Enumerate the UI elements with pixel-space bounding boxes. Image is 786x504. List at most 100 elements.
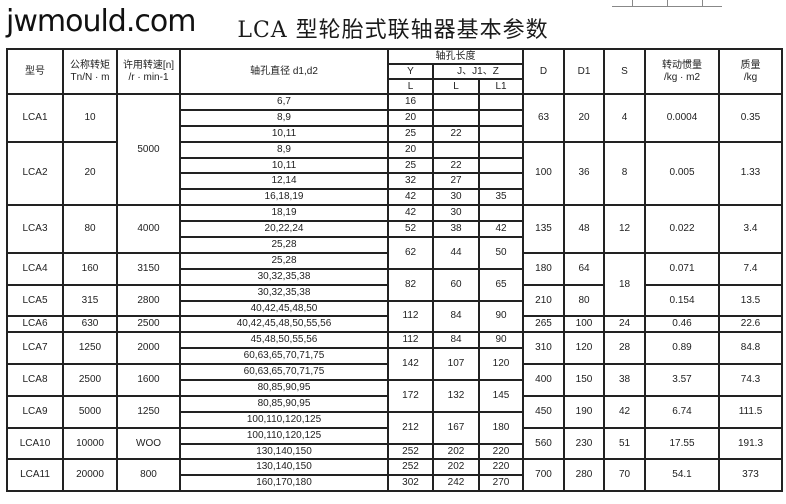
d-cell: 265 xyxy=(522,315,565,334)
length-j-cell xyxy=(432,93,480,111)
model-cell: LCA2 xyxy=(6,140,64,207)
length-y-cell: 112 xyxy=(387,331,434,350)
table-row: 20,22,24 52 38 42 xyxy=(7,220,782,239)
table-row: LCA5 315 2800 30,32,35,38 210 80 0.154 13.5 xyxy=(6,283,783,318)
torque-cell: 1250 xyxy=(62,331,118,366)
length-j1-cell xyxy=(478,204,524,223)
bore-cell: 25,28 xyxy=(179,236,389,254)
length-y-cell: 42 xyxy=(387,204,434,223)
s-cell: 12 xyxy=(603,204,646,254)
bore-cell: 40,42,45,48,50 xyxy=(179,299,389,318)
bore-cell: 130,140,150 xyxy=(179,442,389,461)
inertia-cell: 6.74 xyxy=(644,394,720,429)
length-y-cell: 212 xyxy=(387,410,434,445)
bore-cell: 60,63,65,70,71,75 xyxy=(179,347,389,366)
model-cell: LCA7 xyxy=(6,331,64,366)
d-cell: 450 xyxy=(522,394,565,429)
coupling-parameters-table: 型号 公称转矩 Tn/N · m 许用转速[n]/r · min-1 轴孔直径 d… xyxy=(6,48,783,493)
diagram-fragment xyxy=(612,0,722,7)
length-j-cell: 107 xyxy=(432,347,480,382)
length-y-cell: 20 xyxy=(387,108,434,127)
s-cell: 28 xyxy=(603,331,646,366)
torque-cell: 10 xyxy=(62,93,118,143)
length-y-cell: 172 xyxy=(387,379,434,413)
length-j1-cell xyxy=(478,124,524,143)
table-row: 80,85,90,95 172 132 145 xyxy=(7,379,782,413)
length-j1-cell: 270 xyxy=(478,474,524,493)
table-row: 8,9 20 xyxy=(7,108,782,127)
d-cell: 700 xyxy=(522,458,565,493)
d-cell: 210 xyxy=(522,283,565,318)
s-cell: 51 xyxy=(603,426,646,461)
header-mass: 质量/kg xyxy=(718,48,783,95)
torque-cell: 160 xyxy=(62,251,118,286)
table-row: 160,170,180 302 242 270 xyxy=(7,474,782,493)
speed-cell: 800 xyxy=(116,458,181,493)
length-j1-cell xyxy=(478,93,524,111)
inertia-cell: 0.005 xyxy=(644,140,720,207)
length-y-cell: 302 xyxy=(387,474,434,493)
table-row: LCA8 2500 1600 60,63,65,70,71,75 400 150 38 3.5… xyxy=(6,363,783,397)
s-cell: 8 xyxy=(603,140,646,207)
length-j1-cell: 35 xyxy=(478,188,524,207)
mass-cell: 111.5 xyxy=(718,394,783,429)
length-j-cell: 30 xyxy=(432,188,480,207)
d1-cell: 230 xyxy=(563,426,605,461)
length-j1-cell: 220 xyxy=(478,442,524,461)
speed-cell: 3150 xyxy=(116,251,181,286)
header-inertia-label: 转动惯量 xyxy=(662,59,702,71)
inertia-cell: 3.57 xyxy=(644,363,720,397)
torque-cell: 20 xyxy=(62,140,118,207)
table-row: 10,11 25 22 xyxy=(7,124,782,143)
s-cell: 18 xyxy=(603,251,646,318)
table-row: 12,14 32 27 xyxy=(7,172,782,191)
d-cell: 135 xyxy=(522,204,565,254)
model-cell: LCA6 xyxy=(6,315,64,334)
length-y-cell: 42 xyxy=(387,188,434,207)
model-cell: LCA11 xyxy=(6,458,64,493)
bore-cell: 10,11 xyxy=(179,156,389,175)
s-cell: 4 xyxy=(603,93,646,143)
d1-cell: 36 xyxy=(563,140,605,207)
table-row: LCA3 80 4000 18,19 42 30 135 48 12 0.022 3.4 xyxy=(6,204,783,254)
speed-cell: 2000 xyxy=(116,331,181,366)
length-j-cell: 202 xyxy=(432,458,480,477)
mass-cell: 13.5 xyxy=(718,283,783,318)
torque-cell: 20000 xyxy=(62,458,118,493)
bore-cell: 8,9 xyxy=(179,108,389,127)
length-j1-cell: 145 xyxy=(478,379,524,413)
s-cell: 38 xyxy=(603,363,646,397)
torque-cell: 5000 xyxy=(62,394,118,429)
length-j-cell: 242 xyxy=(432,474,480,493)
bore-cell: 40,42,45,48,50,55,56 xyxy=(179,315,389,334)
length-j-cell: 132 xyxy=(432,379,480,413)
bore-cell: 10,11 xyxy=(179,124,389,143)
model-cell: LCA9 xyxy=(6,394,64,429)
s-cell: 42 xyxy=(603,394,646,429)
mass-cell: 7.4 xyxy=(718,251,783,286)
mass-cell: 1.33 xyxy=(718,140,783,207)
length-y-cell: 32 xyxy=(387,172,434,191)
d1-cell: 20 xyxy=(563,93,605,143)
model-cell: LCA10 xyxy=(6,426,64,461)
table-row: LCA4 160 3150 25,28 180 64 18 0.071 7.4 xyxy=(6,251,783,318)
inertia-cell: 0.022 xyxy=(644,204,720,254)
length-j-cell: 44 xyxy=(432,236,480,270)
bore-cell: 80,85,90,95 xyxy=(179,394,389,413)
header-mass-unit: /kg xyxy=(743,71,758,83)
inertia-cell: 0.0004 xyxy=(644,93,720,143)
length-j-cell: 202 xyxy=(432,442,480,461)
mass-cell: 84.8 xyxy=(718,331,783,366)
table-row: LCA9 5000 1250 80,85,90,95 450 190 42 6.74 111.5 xyxy=(6,394,783,429)
torque-cell: 315 xyxy=(62,283,118,318)
mass-cell: 74.3 xyxy=(718,363,783,397)
header-inertia: 转动惯量/kg · m2 xyxy=(644,48,720,95)
inertia-cell: 0.46 xyxy=(644,315,720,334)
header-mass-label: 质量 xyxy=(740,59,761,71)
inertia-cell: 0.154 xyxy=(644,283,720,318)
d1-cell: 150 xyxy=(563,363,605,397)
table-row: 30,32,35,38 82 60 65 xyxy=(7,267,782,302)
model-cell: LCA8 xyxy=(6,363,64,397)
bore-cell: 12,14 xyxy=(179,172,389,191)
length-j1-cell: 120 xyxy=(478,347,524,382)
